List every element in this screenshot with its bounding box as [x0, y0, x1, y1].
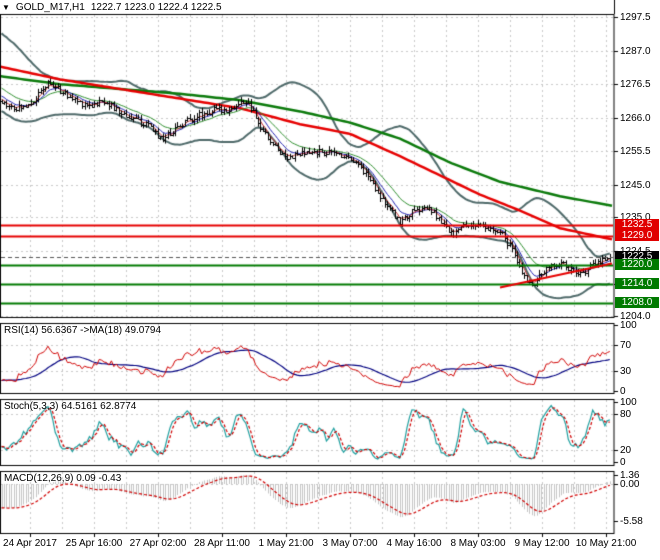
title-bar: ▼ GOLD_M17,H1 1222.7 1223.0 1222.4 1222.… [2, 1, 222, 13]
stoch-label: Stoch(5,3,3) 64.5161 62.8774 [4, 401, 137, 412]
symbol-dropdown-icon[interactable]: ▼ [2, 2, 10, 12]
symbol-label: GOLD_M17,H1 [15, 1, 85, 13]
macd-label: MACD(12,26,9) 0.09 -0.43 [4, 473, 122, 484]
rsi-label: RSI(14) 56.6367 ->MA(18) 49.0794 [4, 325, 162, 336]
ohlc-values: 1222.7 1223.0 1222.4 1222.5 [90, 1, 222, 13]
main-chart-area[interactable] [0, 14, 614, 317]
